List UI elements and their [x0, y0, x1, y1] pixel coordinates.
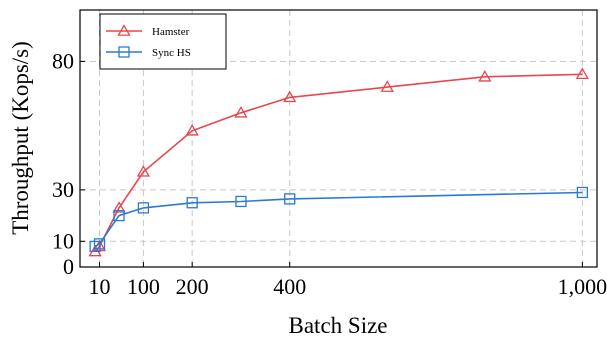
- data-point: [136, 165, 151, 177]
- x-axis-label: Batch Size: [289, 313, 388, 338]
- y-tick-label: 30: [52, 177, 74, 202]
- legend-entry: Sync HS: [106, 46, 191, 59]
- data-point: [576, 186, 589, 199]
- y-tick-label: 0: [63, 254, 74, 279]
- y-tick-label: 10: [52, 228, 74, 253]
- x-tick-label: 400: [273, 274, 306, 299]
- series-line: [94, 191, 583, 248]
- data-point: [93, 238, 106, 250]
- x-tick-label: 10: [89, 274, 111, 299]
- series-layer: [88, 67, 589, 257]
- legend-label: Hamster: [152, 26, 190, 38]
- data-point: [137, 202, 150, 214]
- series-line: [94, 73, 583, 253]
- legend-entry: Hamster: [106, 24, 190, 38]
- legend: Hamster Sync HS: [99, 13, 227, 70]
- data-point: [113, 209, 125, 222]
- series-hamster: [88, 67, 589, 257]
- data-point: [186, 197, 198, 209]
- plot-frame: [79, 9, 598, 268]
- square-icon: [118, 46, 130, 58]
- data-point: [234, 105, 248, 118]
- data-point: [284, 193, 296, 205]
- y-axis-label: Throughput (Kops/s): [8, 41, 33, 235]
- data-point: [575, 67, 589, 80]
- x-tick-label: 200: [176, 274, 209, 299]
- triangle-icon: [117, 24, 131, 36]
- data-point: [235, 195, 247, 208]
- y-tick-label: 80: [52, 48, 74, 73]
- data-point: [380, 80, 394, 92]
- data-point: [283, 90, 297, 103]
- x-tick-label: 1,000: [558, 274, 607, 299]
- data-point: [478, 70, 492, 82]
- legend-box: [99, 13, 227, 70]
- legend-label: Sync HS: [152, 47, 191, 59]
- data-point: [185, 123, 199, 136]
- legend-entries: Hamster Sync HS: [106, 24, 191, 59]
- data-point: [112, 201, 126, 213]
- series-sync-hs: [89, 186, 589, 253]
- x-tick-label: 100: [127, 274, 160, 299]
